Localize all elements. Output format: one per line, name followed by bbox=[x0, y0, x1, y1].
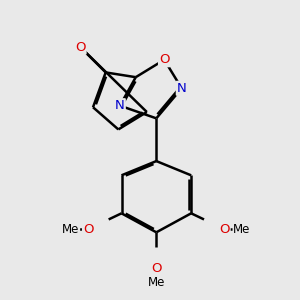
Text: N: N bbox=[115, 99, 125, 112]
Text: Me: Me bbox=[62, 223, 80, 236]
Text: Me: Me bbox=[233, 223, 250, 236]
Text: O: O bbox=[159, 53, 169, 66]
Text: O: O bbox=[83, 223, 94, 236]
Text: O: O bbox=[151, 262, 162, 275]
Text: N: N bbox=[177, 82, 187, 95]
Text: Me: Me bbox=[148, 277, 165, 290]
Text: O: O bbox=[219, 223, 230, 236]
Text: O: O bbox=[75, 40, 86, 54]
